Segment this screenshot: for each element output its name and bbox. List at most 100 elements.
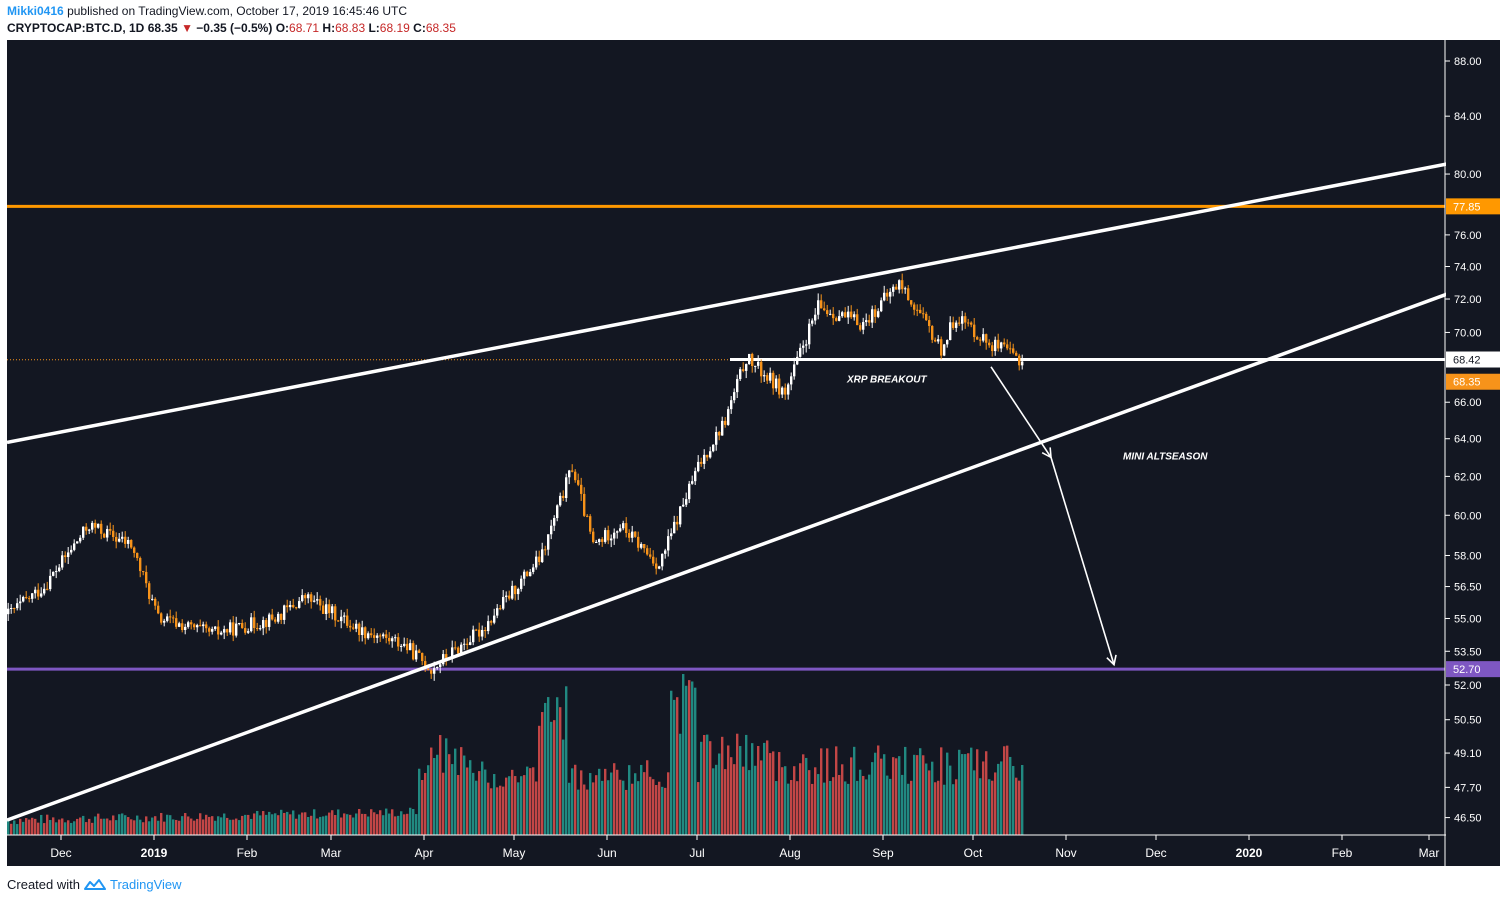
candle-body [193,624,196,628]
volume-bar [454,748,457,835]
candle-body [973,324,976,338]
candle-body [43,588,46,594]
volume-bar [187,816,190,835]
volume-bar [934,782,937,835]
candle-body [733,392,736,401]
volume-bar [739,746,742,835]
x-tick-label: Aug [779,846,800,860]
horizontal-levels [7,204,1445,671]
volume-bar [481,761,484,835]
candle-body [565,477,568,498]
candle-body [46,588,49,590]
candle-body [490,621,493,623]
volume-bar [232,819,235,835]
chart-panel[interactable]: XRP BREAKOUT MINI ALTSEASON 88.00 84.00 80.… [6,40,1500,866]
low-value: 68.19 [379,21,410,35]
volume-bar [526,766,529,835]
volume-bar [736,733,739,835]
candle-body [139,558,142,572]
y-tick-label: 88.00 [1454,56,1482,68]
candle-body [697,461,700,472]
volume-bar [676,697,679,835]
volume-bar [658,781,661,835]
arrow-line [1050,457,1115,665]
candle-body [241,623,244,629]
y-tick-label: 60.00 [1454,510,1482,522]
volume-bar [172,819,175,835]
volume-bar [763,742,766,835]
volume-bar [901,774,904,835]
volume-bar [280,809,283,835]
candle-body [715,431,718,445]
candle-body [346,615,349,626]
candle-body [985,334,988,343]
volume-bar [1012,766,1015,835]
volume-bar [256,810,259,835]
candle-body [871,309,874,323]
candle-body [766,375,769,381]
candle-body [310,594,313,602]
candle-body [637,536,640,548]
volume-bar [910,780,913,835]
candle-body [109,529,112,531]
candle-body [649,554,652,557]
candle-body [958,322,961,324]
candle-body [223,629,226,633]
y-tick-label: 84.00 [1454,111,1482,123]
candle-body [706,454,709,458]
candle-body [937,339,940,342]
volume-bar [262,811,265,835]
x-tick-label: 2019 [141,846,168,860]
x-tick-label: Sep [872,846,894,860]
volume-bar [115,820,118,835]
volume-bar [436,754,439,835]
candle-body [313,600,316,602]
volume-bar [217,816,220,835]
candle-body [142,571,145,573]
candle-body [745,364,748,371]
candle-body [325,604,328,614]
candle-body [13,608,16,610]
volume-bar [685,685,688,835]
volume-bar [820,748,823,835]
author-link[interactable]: Mikki0416 [7,4,64,18]
volume-bar [964,754,967,835]
candle-body [664,550,667,554]
candle-body [292,604,295,608]
tradingview-logo-icon [83,878,106,890]
volume-bar [145,816,148,835]
candle-body [574,471,577,481]
volume-bar [613,763,616,835]
volume-bar [28,819,31,835]
candle-body [670,533,673,537]
candle-body [877,311,880,317]
candle-body [631,531,634,538]
volume-bars [7,674,1024,835]
candle-body [646,548,649,555]
volume-bar [928,770,931,835]
volume-bar [748,770,751,835]
tradingview-brand-link[interactable]: TradingView [109,877,182,892]
candle-body [28,598,31,600]
candle-body [85,526,88,531]
volume-bar [457,774,460,835]
candle-body [97,523,100,528]
candle-body [388,637,391,642]
candle-body [367,633,370,639]
volume-bar [970,747,973,835]
volume-bar [616,769,619,835]
price-chart[interactable]: XRP BREAKOUT MINI ALTSEASON 88.00 84.00 80.… [6,40,1500,866]
volume-bar [529,768,532,835]
volume-bar [568,782,571,835]
volume-bar [694,687,697,835]
x-tick-label: Dec [1145,846,1166,860]
volume-bar [886,775,889,835]
upper-trendline [6,160,1457,445]
candle-body [610,538,613,541]
volume-bar [517,782,520,835]
volume-bar [682,674,685,835]
volume-bar [577,789,580,835]
volume-bar [895,758,898,835]
candle-body [979,339,982,341]
volume-bar [148,821,151,835]
